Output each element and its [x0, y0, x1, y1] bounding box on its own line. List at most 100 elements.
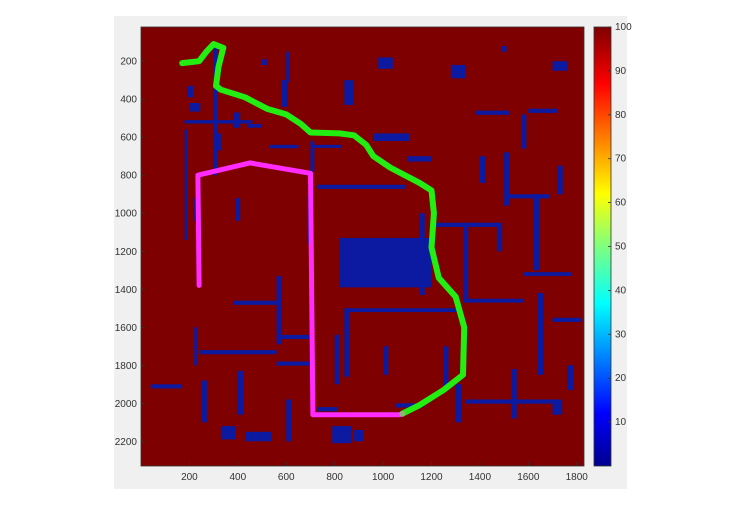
obstacle-region [552, 61, 568, 71]
x-axis: 200 400 600 800 1000 1200 1400 1600 1800 [181, 462, 588, 483]
obstacle-region [521, 114, 527, 149]
y-tick-label: 600 [120, 133, 137, 144]
colorbar-tick-label: 10 [615, 417, 627, 428]
obstacle-region [312, 144, 342, 148]
obstacle-region [184, 129, 188, 240]
y-tick-label: 400 [120, 95, 137, 106]
obstacle-region [567, 365, 574, 390]
obstacle-region [467, 298, 524, 303]
obstacle-region [354, 429, 364, 442]
y-tick-label: 2000 [115, 399, 138, 410]
x-tick-label: 800 [326, 472, 343, 483]
obstacle-region [528, 108, 558, 113]
obstacle-region [281, 80, 288, 107]
colorbar-tick-label: 60 [615, 198, 627, 209]
obstacle-region [247, 123, 263, 128]
obstacle-region [237, 370, 244, 415]
x-tick-label: 1800 [566, 472, 589, 483]
obstacle-region [501, 46, 507, 52]
obstacle-region [552, 399, 563, 415]
obstacle-region [346, 308, 459, 313]
obstacle-region [344, 80, 355, 105]
x-tick-label: 400 [229, 472, 246, 483]
y-tick-label: 1200 [115, 247, 138, 258]
obstacle-region [317, 407, 338, 412]
y-tick-label: 800 [120, 171, 137, 182]
obstacle-region [511, 369, 517, 419]
y-tick-label: 1400 [115, 285, 138, 296]
obstacle-region [344, 308, 350, 377]
y-tick-label: 200 [120, 57, 137, 68]
colorbar-tick-label: 100 [615, 22, 632, 33]
obstacle-region [552, 317, 582, 322]
obstacle-region [533, 194, 540, 271]
x-tick-label: 1200 [420, 472, 443, 483]
path-junction-marker [399, 410, 406, 417]
obstacle-region [235, 198, 241, 221]
obstacle-region [232, 112, 241, 128]
obstacle-region [557, 165, 563, 195]
obstacle-region [286, 399, 292, 442]
y-axis: 200 400 600 800 1000 1200 1400 1600 1800 2000 2200 [115, 57, 145, 448]
obstacle-region [232, 300, 277, 305]
obstacle-region [508, 194, 551, 199]
x-tick-label: 1000 [372, 472, 395, 483]
obstacle-region [245, 431, 272, 442]
path-green [179, 41, 468, 417]
obstacle-region [220, 426, 236, 440]
obstacle-region [523, 272, 572, 276]
x-tick-label: 200 [181, 472, 198, 483]
obstacle-region [310, 141, 315, 172]
colorbar-ticks: 10 20 30 40 50 60 70 80 90 100 [608, 22, 632, 428]
obstacle-region [189, 103, 201, 112]
obstacle-region [286, 51, 290, 83]
obstacle-region [339, 237, 432, 288]
obstacle-region [150, 384, 183, 389]
obstacle-region [504, 152, 510, 206]
x-tick-label: 600 [278, 472, 295, 483]
obstacle-layer [150, 46, 582, 444]
obstacle-region [450, 65, 466, 79]
colorbar-tick-label: 90 [615, 66, 627, 77]
obstacle-region [276, 361, 311, 366]
x-tick-label: 1600 [517, 472, 540, 483]
obstacle-region [407, 156, 432, 162]
obstacle-region [269, 144, 299, 149]
obstacle-region [194, 327, 198, 366]
obstacle-region [538, 293, 544, 375]
obstacle-region [462, 222, 469, 303]
colorbar-tick-label: 50 [615, 242, 627, 253]
y-tick-label: 1800 [115, 361, 138, 372]
obstacle-region [184, 120, 253, 124]
y-tick-label: 1600 [115, 323, 138, 334]
obstacle-region [479, 156, 486, 183]
obstacle-region [199, 350, 277, 355]
plot-frame [140, 26, 585, 467]
obstacle-region [455, 384, 462, 423]
obstacle-region [186, 85, 194, 98]
obstacle-region [213, 46, 218, 176]
obstacle-region [419, 213, 425, 295]
obstacle-region [317, 184, 405, 189]
colorbar-tick-label: 40 [615, 285, 627, 296]
colorbar-tick-label: 70 [615, 154, 627, 165]
path-layer [179, 41, 468, 418]
y-tick-label: 2200 [115, 437, 138, 448]
obstacle-region [373, 133, 410, 142]
obstacle-region [332, 426, 352, 444]
colorbar-tick-label: 20 [615, 373, 627, 384]
obstacle-region [216, 133, 221, 151]
obstacle-region [443, 346, 449, 387]
y-tick-label: 1000 [115, 209, 138, 220]
obstacle-region [276, 275, 282, 345]
obstacle-region [378, 57, 393, 69]
obstacle-region [395, 403, 425, 408]
path-magenta [195, 160, 403, 418]
obstacle-region [262, 59, 267, 66]
obstacle-region [475, 110, 509, 115]
colorbar-tick-label: 80 [615, 110, 627, 121]
obstacle-region [383, 346, 389, 375]
colorbar-tick-label: 30 [615, 329, 627, 340]
obstacle-region [334, 334, 340, 385]
